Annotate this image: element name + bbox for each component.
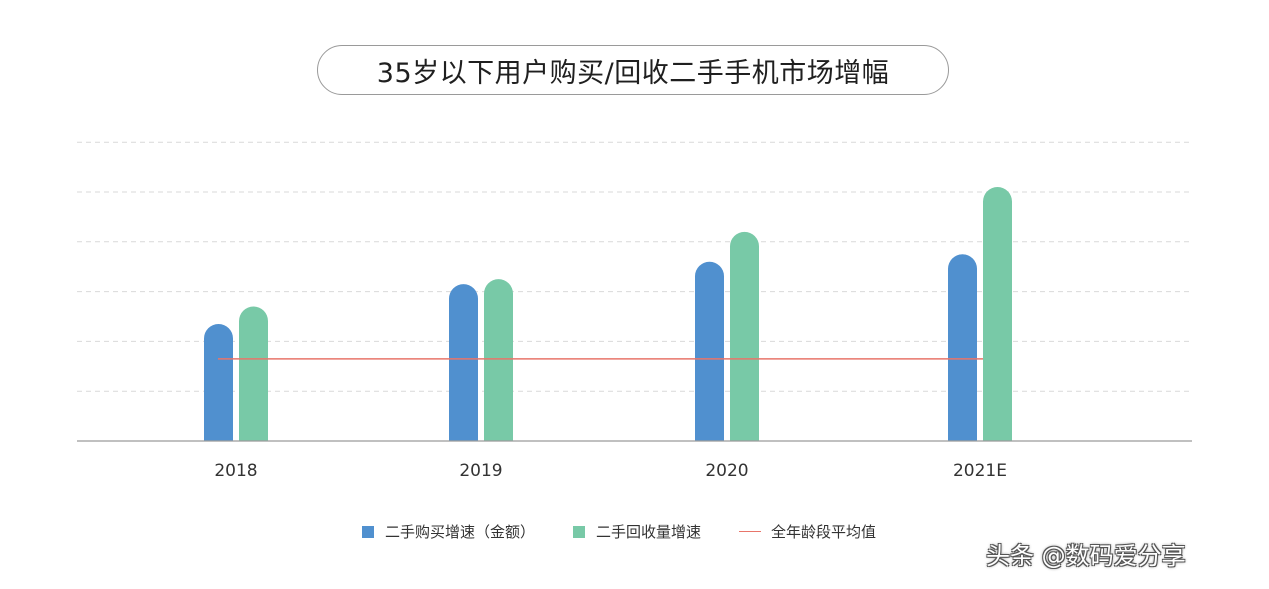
chart-title: 35岁以下用户购买/回收二手手机市场增幅: [376, 57, 890, 89]
x-tick-label: 2018: [214, 461, 257, 481]
x-tick-label: 2020: [705, 461, 748, 481]
legend-label-average: 全年龄段平均值: [771, 523, 877, 541]
chart-title-frame: 35岁以下用户购买/回收二手手机市场增幅: [317, 45, 949, 95]
legend-item-average: 全年龄段平均值: [739, 521, 876, 542]
bar-recycle-2018: [239, 306, 268, 441]
bar-recycle-2021E: [983, 187, 1012, 441]
bar-purchase-2021E: [948, 254, 977, 441]
chart-legend: 二手购买增速（金额） 二手回收量增速 全年龄段平均值: [362, 521, 876, 542]
legend-label-recycle: 二手回收量增速: [596, 523, 702, 541]
bar-recycle-2020: [730, 231, 759, 441]
legend-item-purchase: 二手购买增速（金额）: [362, 521, 535, 542]
legend-swatch-recycle: [573, 525, 586, 538]
legend-line-average: [739, 531, 762, 532]
x-tick-label: 2019: [459, 461, 502, 481]
legend-swatch-purchase: [362, 525, 374, 538]
x-tick-label: 2021E: [953, 461, 1007, 481]
bar-purchase-2018: [204, 323, 233, 441]
bar-purchase-2020: [695, 261, 724, 441]
legend-item-recycle: 二手回收量增速: [573, 521, 701, 542]
bar-recycle-2019: [484, 279, 513, 441]
watermark: 头条 @数码爱分享: [986, 542, 1186, 570]
legend-label-purchase: 二手购买增速（金额）: [385, 523, 536, 541]
bar-purchase-2019: [449, 284, 478, 441]
